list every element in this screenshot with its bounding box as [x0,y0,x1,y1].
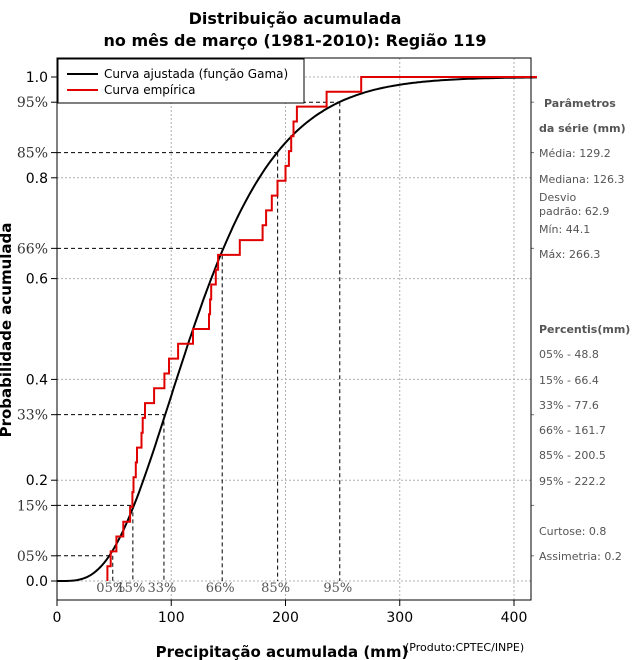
percentil-85: 85% - 200.5 [539,449,606,462]
percentile-x-label: 15% [116,581,145,596]
curves [57,76,537,582]
param-min: Mín: 44.1 [539,223,590,236]
legend-box [57,58,305,104]
x-tick-label: 200 [272,610,299,626]
percentil-05: 05% - 48.8 [539,348,599,361]
chart-title-line2: no mês de março (1981-2010): Região 119 [103,31,486,50]
y-tick-label: 0.0 [26,574,48,590]
params-title-2: da série (mm) [539,122,626,135]
credit-text: (Produto:CPTEC/INPE) [405,641,524,654]
percentile-x-label: 66% [206,581,235,596]
y-tick-label: 0.8 [26,171,48,187]
percentile-y-label: 66% [17,241,48,257]
x-axis-label: Precipitação acumulada (mm) [156,643,409,660]
percentile-x-label: 95% [323,581,352,596]
percentile-y-label: 33% [17,408,48,424]
empirical-step-curve [106,76,537,581]
y-tick-label: 0.2 [26,473,48,489]
percentile-guides [57,101,536,581]
param-curtose: Curtose: 0.8 [539,525,606,538]
percentile-x-label: 33% [147,581,176,596]
param-desvio-2: padrão: 62.9 [539,205,609,218]
param-assimetria: Assimetria: 0.2 [539,550,622,563]
param-mediana: Mediana: 126.3 [539,173,624,186]
percentile-y-label: 05% [17,549,48,565]
percentile-y-label: 15% [17,498,48,514]
side-panel: Parâmetros da série (mm) Média: 129.2 Me… [539,97,630,563]
param-max: Máx: 266.3 [539,248,600,261]
legend-label-gamma: Curva ajustada (função Gama) [104,67,288,81]
y-tick-label: 1.0 [26,70,48,86]
legend-label-empirical: Curva empírica [104,83,195,97]
percentil-15: 15% - 66.4 [539,374,599,387]
percentile-x-label: 05% [96,581,125,596]
percentil-66: 66% - 161.7 [539,424,606,437]
y-tick-label: 0.6 [26,272,48,288]
param-desvio-1: Desvio [539,191,577,204]
legend: Curva ajustada (função Gama) Curva empír… [57,58,305,104]
percentil-95: 95% - 222.2 [539,475,606,488]
percentile-y-label: 85% [17,146,48,162]
percentile-y-label: 95% [17,95,48,111]
y-axis-label: Probabilidade acumulada [0,223,15,438]
param-media: Média: 129.2 [539,147,611,160]
params-title-1: Parâmetros [544,97,616,110]
axes: 0 100 200 300 4000.00.20.40.60.81.005%05%15%… [17,70,527,626]
percentis-title: Percentis(mm) [539,323,630,336]
x-tick-label: 100 [158,610,185,626]
percentil-33: 33% - 77.6 [539,399,599,412]
x-tick-label: 0 [53,610,62,626]
y-tick-label: 0.4 [26,372,48,388]
x-tick-label: 400 [501,610,528,626]
gamma-fit-curve [57,76,537,582]
x-tick-label: 300 [386,610,413,626]
chart-title-line1: Distribuição acumulada [189,9,402,28]
percentile-x-label: 85% [261,581,290,596]
